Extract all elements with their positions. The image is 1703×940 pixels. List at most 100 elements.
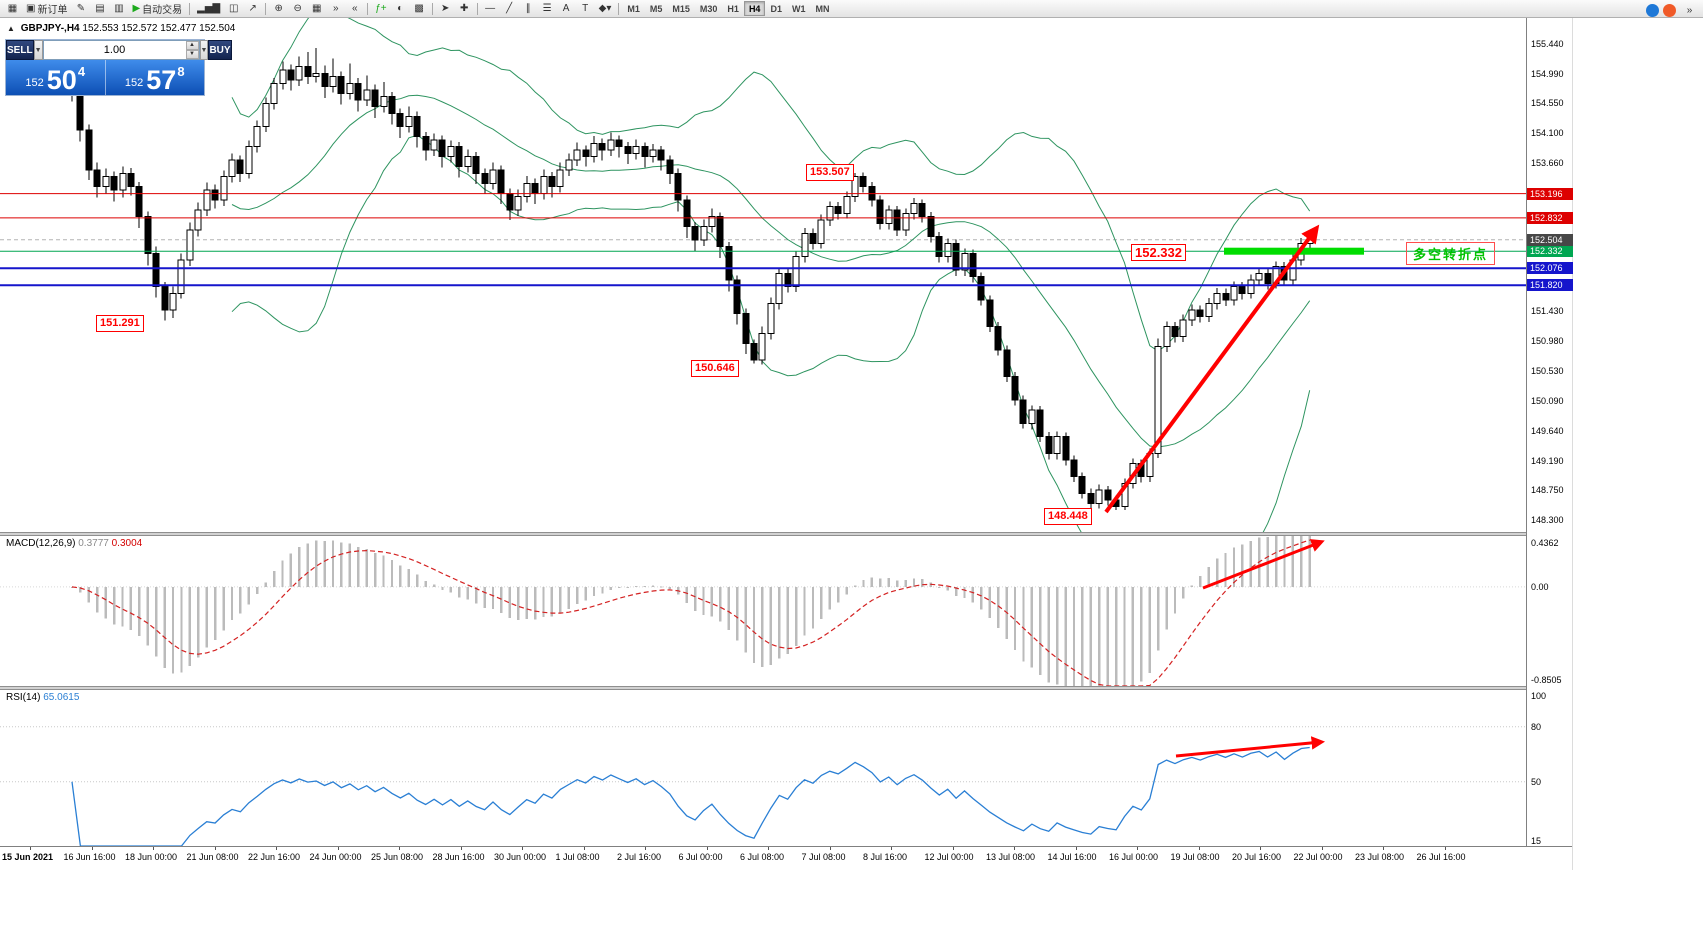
new-order-button[interactable]: ▣ 新订单	[22, 1, 71, 17]
buy-price[interactable]: 152 57 8	[106, 60, 205, 95]
trendline-button[interactable]: ╱	[500, 1, 519, 17]
buy-price-pips: 57	[146, 65, 177, 95]
price-badge-152.332: 152.332	[1527, 245, 1573, 257]
navigator-button[interactable]: ▥	[109, 1, 128, 17]
hline-button[interactable]: —	[481, 1, 500, 17]
market-watch-button[interactable]: ▤	[90, 1, 109, 17]
time-label: 20 Jul 16:00	[1232, 852, 1282, 862]
channel-button[interactable]: ∥	[519, 1, 538, 17]
autotrading-button-label: 自动交易	[142, 5, 183, 16]
alerts-icon[interactable]	[1663, 3, 1676, 17]
main-chart-canvas[interactable]	[0, 18, 1526, 532]
trend-arrow-macd[interactable]	[1202, 539, 1325, 590]
tile-windows-button[interactable]: ▦	[307, 1, 326, 17]
timeframe-m1[interactable]: M1	[627, 3, 640, 14]
channel-icon: ∥	[525, 2, 531, 14]
toolbar-separator	[265, 2, 267, 15]
price-badge-153.196: 153.196	[1527, 188, 1573, 200]
volume-input[interactable]	[43, 41, 186, 59]
community-icon[interactable]	[1646, 3, 1659, 17]
periods-button[interactable]: ◐	[391, 1, 410, 17]
line-chart-button[interactable]: ↗	[243, 1, 262, 17]
one-click-trading-panel: SELL ▼ ▲ ▼ ▼ BUY 152 50 4 152 57 8	[6, 40, 232, 95]
trend-arrow-rsi[interactable]	[1175, 736, 1326, 758]
zoom-out-button[interactable]: ⊖	[288, 1, 307, 17]
price-axis[interactable]: 155.440 154.990 154.550 154.100 153.660 151.4…	[1526, 18, 1573, 846]
support-highlight[interactable]	[1224, 247, 1364, 255]
price-tick: 153.660	[1531, 158, 1564, 168]
timeframe-m15[interactable]: M15	[672, 3, 690, 14]
macd-canvas[interactable]	[0, 536, 1526, 686]
timeframe-m30[interactable]: M30	[699, 3, 718, 14]
panel-separator-macd[interactable]	[0, 532, 1572, 536]
shapes-button[interactable]: ◆▾	[595, 1, 616, 17]
fibonacci-button[interactable]: ☰	[538, 1, 557, 17]
time-tick	[1444, 847, 1446, 850]
timeframe-mn[interactable]: MN	[815, 3, 830, 14]
volume-up-icon[interactable]: ▲	[185, 41, 199, 50]
zoom-in-icon: ⊕	[274, 2, 283, 14]
sell-price[interactable]: 152 50 4	[6, 60, 106, 95]
price-note-152332[interactable]: 152.332	[1131, 244, 1186, 261]
collapse-icon[interactable]: ▲	[7, 24, 15, 33]
cursor-button[interactable]: ➤	[436, 1, 455, 17]
new-chart-button[interactable]: ▦	[3, 1, 22, 17]
timeframe-d1[interactable]: D1	[770, 3, 782, 14]
bollinger-bands	[231, 18, 1311, 532]
time-label: 24 Jun 00:00	[309, 852, 362, 862]
time-tick	[399, 847, 400, 850]
time-label: 16 Jul 00:00	[1109, 852, 1159, 862]
indicators-button[interactable]: ƒ+	[371, 1, 390, 17]
timeframe-m5[interactable]: M5	[649, 3, 663, 14]
time-tick	[1198, 847, 1200, 850]
label-button[interactable]: T	[576, 1, 595, 17]
crosshair-button[interactable]: ✚	[455, 1, 474, 17]
volume-stepper: ▲ ▼	[185, 41, 199, 59]
time-label: 6 Jul 08:00	[740, 852, 785, 862]
bar-chart-icon: ▂▅▇	[197, 2, 221, 14]
time-label: 15 Jun 2021	[2, 852, 54, 862]
price-note-153507[interactable]: 153.507	[806, 164, 854, 181]
time-label: 2 Jul 16:00	[617, 852, 662, 862]
autotrading-button[interactable]: ▶ 自动交易	[128, 1, 186, 17]
buy-button[interactable]: BUY	[208, 40, 232, 60]
new-order-icon: ▣	[26, 2, 36, 14]
time-label: 22 Jun 16:00	[248, 852, 301, 862]
autotrading-icon: ▶	[132, 2, 141, 14]
time-tick	[1075, 847, 1077, 850]
ohlc-values: 152.553 152.572 152.477 152.504	[82, 23, 236, 34]
metaeditor-button[interactable]: ✎	[71, 1, 90, 17]
panel-separator-rsi[interactable]	[0, 686, 1572, 690]
toolbar-overflow-button[interactable]: »	[1686, 4, 1693, 16]
text-button[interactable]: A	[557, 1, 576, 17]
buy-dropdown-icon[interactable]: ▼	[199, 40, 209, 60]
label-icon: T	[582, 2, 589, 14]
auto-scroll-button[interactable]: »	[326, 1, 345, 17]
price-note-148448[interactable]: 148.448	[1044, 508, 1092, 525]
templates-button[interactable]: ▩	[410, 1, 429, 17]
bar-chart-button[interactable]: ▂▅▇	[193, 1, 224, 17]
price-note-151291[interactable]: 151.291	[96, 315, 144, 332]
main-toolbar: ▦ ▣ 新订单 ✎ ▤ ▥ ▶ 自动交易 ▂▅▇ ◫ ↗ ⊕ ⊖ ▦ » « ƒ+ ◐ ▩ ➤ ✚ — ╱ ∥ ☰ A T ◆▾ M1 M…	[0, 0, 1703, 18]
candlestick-chart-button[interactable]: ◫	[224, 1, 243, 17]
time-label: 30 Jun 00:00	[494, 852, 547, 862]
time-axis[interactable]: 15 Jun 2021 16 Jun 16:00 18 Jun 00:00 21 Ju…	[0, 846, 1572, 870]
chart-window-edge	[1572, 18, 1573, 870]
fibonacci-icon: ☰	[542, 2, 552, 14]
price-note-150646[interactable]: 150.646	[691, 360, 739, 377]
candlestick-series	[68, 48, 1314, 511]
timeframe-h4[interactable]: H4	[743, 1, 766, 16]
zoom-in-button[interactable]: ⊕	[269, 1, 288, 17]
volume-down-icon[interactable]: ▼	[185, 50, 199, 59]
toolbar-separator	[476, 2, 478, 15]
timeframe-h1[interactable]: H1	[727, 3, 739, 14]
price-tick: 150.530	[1531, 366, 1564, 376]
price-tick: 154.550	[1531, 98, 1564, 108]
timeframe-w1[interactable]: W1	[791, 3, 806, 14]
chart-shift-button[interactable]: «	[345, 1, 364, 17]
turning-point-label[interactable]: 多空转折点	[1406, 242, 1496, 265]
sell-dropdown-icon[interactable]: ▼	[33, 40, 43, 60]
sell-button[interactable]: SELL	[6, 40, 34, 60]
trend-arrow-main[interactable]	[1104, 224, 1320, 514]
rsi-canvas[interactable]	[0, 690, 1526, 846]
